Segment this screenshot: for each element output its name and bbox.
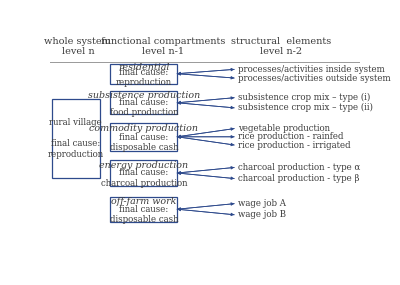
Text: off-farm work: off-farm work	[111, 197, 176, 206]
Text: rice production - irrigated: rice production - irrigated	[238, 141, 351, 150]
Text: subsistence crop mix – type (i): subsistence crop mix – type (i)	[238, 93, 371, 102]
Text: residential: residential	[118, 63, 170, 72]
Text: vegetable production: vegetable production	[238, 124, 330, 133]
Text: processes/activities inside system: processes/activities inside system	[238, 65, 385, 74]
Text: wage job B: wage job B	[238, 210, 286, 219]
Bar	[110, 160, 177, 186]
Text: processes/activities outside system: processes/activities outside system	[238, 74, 391, 83]
Text: rural village

final cause:
reproduction: rural village final cause: reproduction	[48, 118, 104, 158]
Text: rice production - rainfed: rice production - rainfed	[238, 132, 344, 141]
Bar	[110, 197, 177, 222]
Text: charcoal production - type β: charcoal production - type β	[238, 174, 360, 183]
Text: whole system
level n: whole system level n	[44, 36, 111, 56]
Text: final cause:
disposable cash: final cause: disposable cash	[110, 205, 178, 224]
Text: final cause:
reproduction: final cause: reproduction	[116, 68, 172, 87]
Text: subsistence production: subsistence production	[88, 91, 200, 100]
Text: structural  elements
level n-2: structural elements level n-2	[231, 36, 331, 56]
Text: final cause:
charcoal production: final cause: charcoal production	[100, 168, 187, 188]
Bar	[52, 99, 100, 178]
Text: functional compartments
level n-1: functional compartments level n-1	[101, 36, 225, 56]
Text: energy production: energy production	[99, 161, 188, 170]
Text: charcoal production - type α: charcoal production - type α	[238, 163, 361, 172]
Text: commodity production: commodity production	[89, 124, 198, 133]
Bar	[110, 91, 177, 114]
Text: wage job A: wage job A	[238, 199, 286, 208]
Text: final cause:
disposable cash: final cause: disposable cash	[110, 133, 178, 152]
Bar	[110, 123, 177, 150]
Text: final cause:
food production: final cause: food production	[110, 98, 178, 117]
Bar	[110, 64, 177, 84]
Text: subsistence crop mix – type (ii): subsistence crop mix – type (ii)	[238, 103, 374, 112]
